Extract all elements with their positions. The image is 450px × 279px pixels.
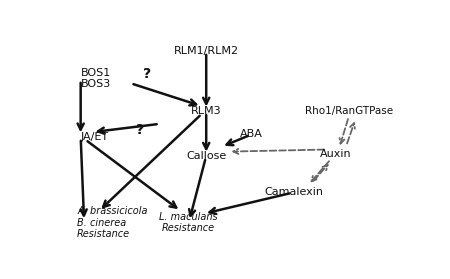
- Text: RLM3: RLM3: [191, 106, 221, 116]
- Text: Auxin: Auxin: [320, 149, 351, 159]
- Text: ?: ?: [143, 67, 151, 81]
- Text: Rho1/RanGTPase: Rho1/RanGTPase: [305, 106, 393, 116]
- Text: Camalexin: Camalexin: [264, 187, 323, 198]
- Text: BOS1
BOS3: BOS1 BOS3: [81, 68, 111, 89]
- Text: ?: ?: [136, 123, 144, 137]
- Text: JA/ET: JA/ET: [81, 132, 109, 142]
- Text: Callose: Callose: [186, 151, 226, 161]
- Text: L. maculans
Resistance: L. maculans Resistance: [159, 212, 218, 233]
- Text: ABA: ABA: [240, 129, 263, 140]
- Text: RLM1/RLM2: RLM1/RLM2: [174, 46, 239, 56]
- Text: A. brassicicola
B. cinerea
Resistance: A. brassicicola B. cinerea Resistance: [77, 206, 148, 239]
